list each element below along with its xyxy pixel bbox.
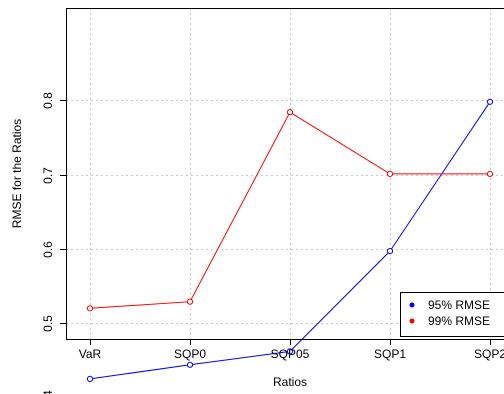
- data-point: [86, 305, 94, 312]
- legend-marker: [409, 302, 415, 308]
- y-tick-label: 0.8: [41, 92, 55, 109]
- axis-layer: VaR SQP0 SQP05 SQP1 SQP2 0.4 0.5 0.6 0.7 0.8: [41, 92, 504, 394]
- data-point: [186, 298, 194, 305]
- legend-label: 95% RMSE: [428, 298, 490, 312]
- x-tick-label: SQP1: [374, 347, 406, 361]
- legend: 95% RMSE 99% RMSE: [400, 292, 504, 337]
- x-axis-label: Ratios: [273, 375, 307, 389]
- y-tick-label: 0.7: [41, 167, 55, 184]
- x-tick-label: SQP0: [174, 347, 206, 361]
- legend-label: 99% RMSE: [428, 314, 490, 328]
- y-tick-label: 0.4: [41, 390, 55, 394]
- data-point: [286, 109, 294, 116]
- y-axis-label: RMSE for the Ratios: [10, 119, 24, 228]
- y-tick-label: 0.5: [41, 315, 55, 332]
- legend-box: [400, 292, 504, 337]
- data-point: [486, 170, 494, 177]
- x-tick-label: SQP2: [474, 347, 504, 361]
- data-point: [486, 98, 494, 105]
- x-tick-label: VaR: [79, 347, 102, 361]
- data-point: [386, 248, 394, 255]
- series-layer: [86, 98, 494, 382]
- data-point: [186, 361, 194, 368]
- plot-frame: [66, 8, 504, 340]
- data-point: [386, 170, 394, 177]
- data-point: [286, 348, 294, 355]
- y-tick-label: 0.6: [41, 241, 55, 258]
- legend-marker: [409, 318, 415, 324]
- data-point: [86, 375, 94, 382]
- x-tick-label: SQP05: [271, 347, 310, 361]
